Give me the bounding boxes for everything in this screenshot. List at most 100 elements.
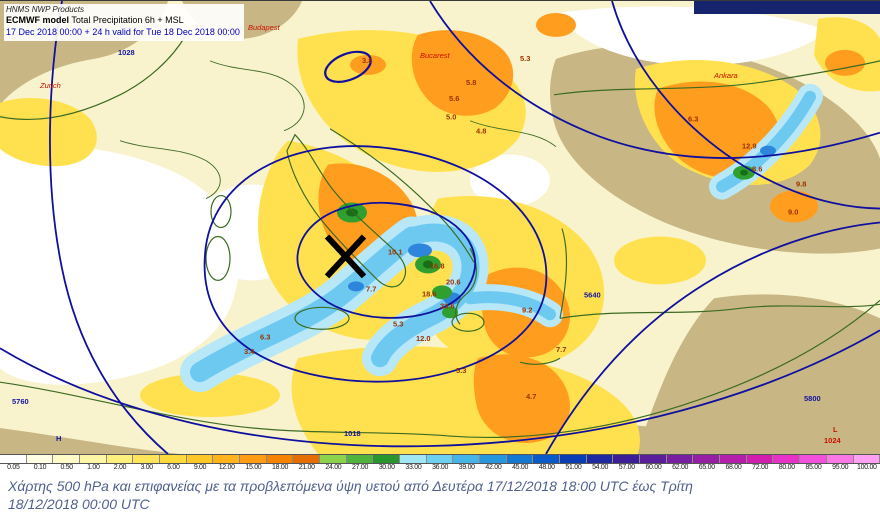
colorbar-segment — [640, 455, 667, 463]
colorbar-tick: 85.00 — [800, 464, 827, 473]
map-label-num: 20.6 — [446, 277, 461, 286]
colorbar-segment — [0, 455, 27, 463]
colorbar-tick: 51.00 — [560, 464, 587, 473]
map-label-num: 9.2 — [522, 305, 532, 314]
colorbar-segment — [560, 455, 587, 463]
map-label-num: 7.7 — [556, 345, 566, 354]
map-label-blue: 5800 — [804, 394, 821, 403]
map-label-num: 5.3 — [456, 366, 466, 375]
colorbar-segment — [693, 455, 720, 463]
colorbar-tick: 21.00 — [293, 464, 320, 473]
colorbar-segment — [667, 455, 694, 463]
map-label-num: 5.6 — [449, 94, 459, 103]
map-label-num: 10.1 — [388, 247, 403, 256]
map-label-num: 5.0 — [446, 113, 456, 122]
colorbar-segment — [240, 455, 267, 463]
colorbar-tick: 36.00 — [427, 464, 454, 473]
map-label-num: 5.3 — [520, 54, 530, 63]
colorbar-tick: 72.00 — [747, 464, 774, 473]
map-label-blue: 5760 — [12, 397, 29, 406]
colorbar-tick: 68.00 — [720, 464, 747, 473]
map-label-city: Zurich — [39, 81, 61, 90]
model-name: ECMWF model — [6, 15, 69, 25]
map-label-red: L — [833, 425, 838, 434]
colorbar-segment — [507, 455, 534, 463]
colorbar-segment — [160, 455, 187, 463]
colorbar-segment — [187, 455, 214, 463]
colorbar-tick: 6.00 — [160, 464, 187, 473]
map-label-num: 12.0 — [416, 334, 431, 343]
colorbar-tick: 27.00 — [347, 464, 374, 473]
colorbar-segment — [373, 455, 400, 463]
colorbar-segment — [107, 455, 134, 463]
colorbar-tick: 57.00 — [613, 464, 640, 473]
colorbar-segment — [480, 455, 507, 463]
map-label-num: 9.0 — [788, 208, 798, 217]
map-label-num: 33.6 — [440, 301, 455, 310]
map-label-num: 5.8 — [466, 78, 476, 87]
colorbar-segment — [587, 455, 614, 463]
colorbar-segment — [613, 455, 640, 463]
caption-line1: Χάρτης 500 hPa και επιφανείας με τα προβ… — [8, 477, 872, 495]
colorbar-tick: 0.05 — [0, 464, 27, 473]
colorbar-tick: 0.10 — [27, 464, 54, 473]
map-caption: Χάρτης 500 hPa και επιφανείας με τα προβ… — [0, 473, 880, 513]
map-label-num: 4.8 — [476, 127, 486, 136]
colorbar-tick: 60.00 — [640, 464, 667, 473]
colorbar-segment — [53, 455, 80, 463]
colorbar-segment — [720, 455, 747, 463]
map-label-num: 18.6 — [422, 289, 437, 298]
colorbar-tick: 2.00 — [107, 464, 134, 473]
colorbar-segment — [427, 455, 454, 463]
map-label-city: Bucarest — [420, 51, 450, 60]
colorbar-tick: 30.00 — [373, 464, 400, 473]
validity-line: 17 Dec 2018 00:00 + 24 h valid for Tue 1… — [6, 27, 240, 39]
colorbar-segment — [773, 455, 800, 463]
colorbar-segment — [533, 455, 560, 463]
colorbar-tick: 15.00 — [240, 464, 267, 473]
colorbar-segment — [400, 455, 427, 463]
map-label-num: 4.7 — [526, 392, 536, 401]
top-right-banner — [694, 1, 880, 14]
caption-line2: 18/12/2018 00:00 UTC — [8, 495, 872, 513]
map-label-num: 12.9 — [742, 142, 757, 151]
colorbar-tick: 18.00 — [267, 464, 294, 473]
colorbar-tick: 62.00 — [667, 464, 694, 473]
map-label-num: 6.3 — [688, 115, 698, 124]
map-label-num: 3.8 — [362, 56, 372, 65]
map-label-num: 9.8 — [796, 180, 806, 189]
map-label-num: 8.6 — [752, 165, 762, 174]
colorbar-tick: 12.00 — [213, 464, 240, 473]
colorbar-segment — [267, 455, 294, 463]
colorbar-tick: 0.50 — [53, 464, 80, 473]
colorbar-segment — [320, 455, 347, 463]
colorbar-tick: 39.00 — [453, 464, 480, 473]
colorbar-segment — [80, 455, 107, 463]
map-label-num: 16.8 — [430, 261, 445, 270]
forecast-map-panel: HNMS NWP Products ECMWF model Total Prec… — [0, 0, 880, 454]
colorbar-segment — [453, 455, 480, 463]
colorbar-tick: 80.00 — [773, 464, 800, 473]
colorbar-segment — [27, 455, 54, 463]
colorbar-segment — [800, 455, 827, 463]
colorbar-tick: 24.00 — [320, 464, 347, 473]
model-desc: Total Precipitation 6h + MSL — [69, 15, 184, 25]
colorbar — [0, 454, 880, 464]
colorbar-segment — [854, 455, 880, 463]
colorbar-tick: 1.00 — [80, 464, 107, 473]
colorbar-segment — [133, 455, 160, 463]
map-label-city: Ankara — [713, 71, 738, 80]
map-label-blue: 1028 — [118, 48, 135, 57]
colorbar-tick: 65.00 — [693, 464, 720, 473]
colorbar-tick: 3.00 — [133, 464, 160, 473]
map-label-num: 3.4 — [244, 347, 255, 356]
colorbar-segment — [747, 455, 774, 463]
map-label-blue: 5640 — [584, 290, 601, 299]
map-label-blue: H — [56, 434, 61, 443]
products-line: HNMS NWP Products — [6, 5, 240, 15]
colorbar-tick: 9.00 — [187, 464, 214, 473]
colorbar-segment — [293, 455, 320, 463]
colorbar-tick: 42.00 — [480, 464, 507, 473]
colorbar-tick: 48.00 — [533, 464, 560, 473]
